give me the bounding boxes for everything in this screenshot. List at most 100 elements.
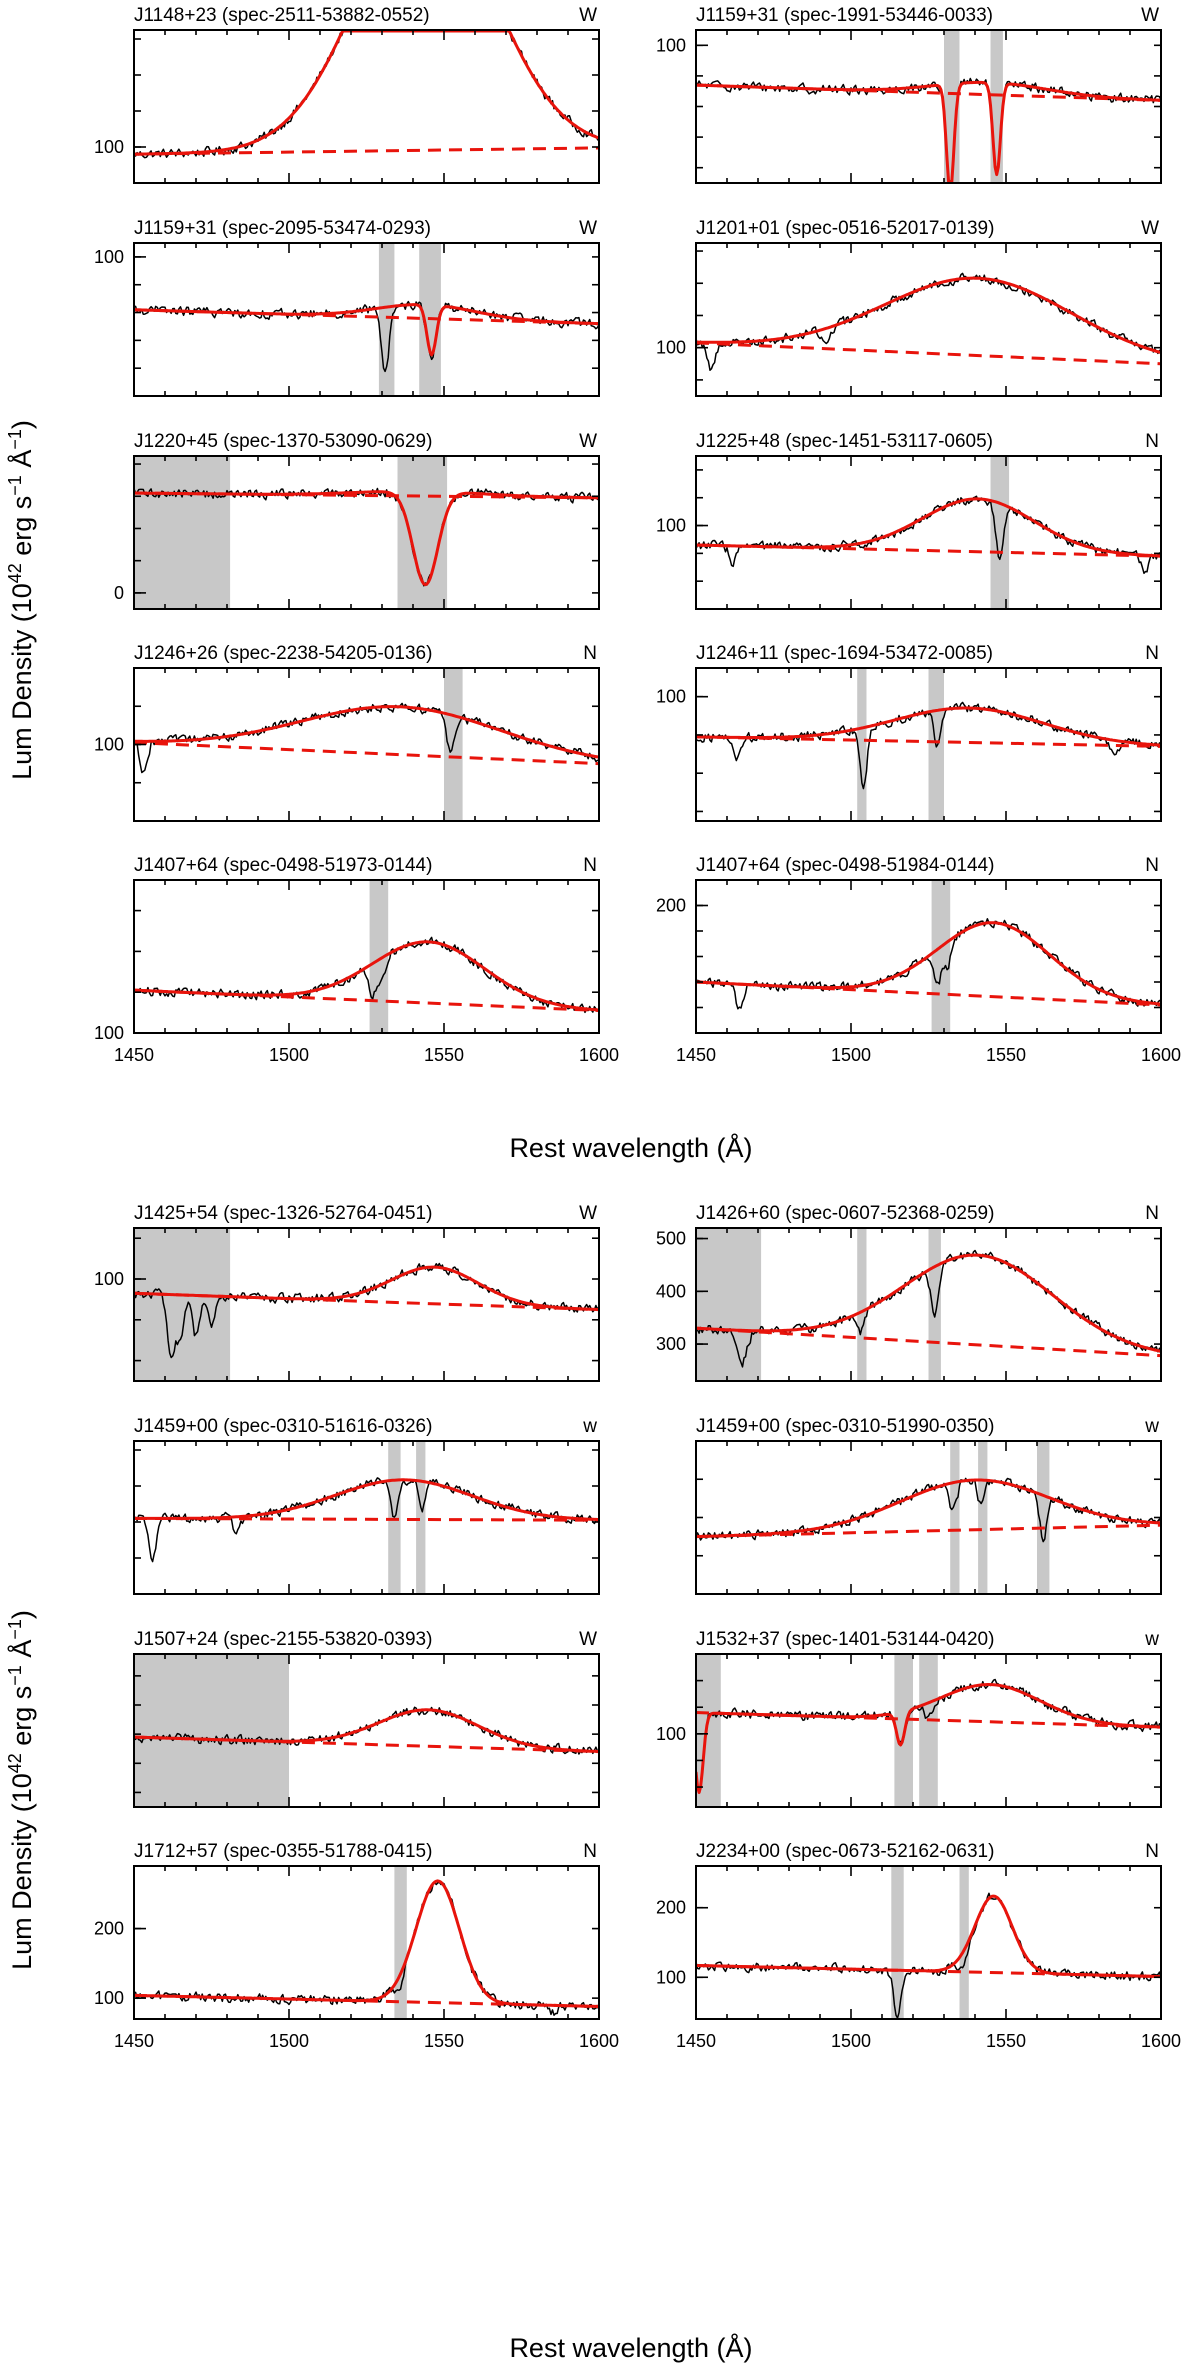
x-tick-label: 1600 xyxy=(1141,2031,1181,2051)
panel-title: J1201+01 (spec-0516-52017-0139) xyxy=(696,218,994,239)
masked-region xyxy=(416,1441,426,1594)
panel-flag: N xyxy=(583,1841,597,1862)
x-tick-label: 1550 xyxy=(424,1045,464,1065)
y-tick-label: 100 xyxy=(94,1269,124,1289)
panel-flag: N xyxy=(583,855,597,876)
y-tick-label: 200 xyxy=(656,1898,686,1918)
continuum-fit xyxy=(134,988,599,1013)
continuum-fit xyxy=(134,146,599,156)
panel-frame xyxy=(133,1865,600,2020)
y-tick-label: 100 xyxy=(656,516,686,536)
x-tick-label: 1550 xyxy=(986,2031,1026,2051)
panel-frame xyxy=(695,1440,1162,1595)
continuum-fit xyxy=(134,1516,599,1522)
panel-frame xyxy=(695,1653,1162,1808)
x-tick-label: 1500 xyxy=(831,2031,871,2051)
model-fit xyxy=(134,1478,599,1521)
masked-region xyxy=(931,880,951,1033)
panel-9: 100 J1407+64 (spec-0498-51973-0144) N 1450 1… xyxy=(94,855,619,1065)
continuum-fit xyxy=(696,980,1161,1007)
masked-region xyxy=(950,1441,960,1594)
panel-title: J1407+64 (spec-0498-51984-0144) xyxy=(696,855,994,876)
x-tick-label: 1500 xyxy=(831,1045,871,1065)
y-tick-label: 100 xyxy=(656,1967,686,1987)
masked-region xyxy=(394,1866,407,2019)
model-fit xyxy=(696,1253,1161,1353)
panel-title: J1712+57 (spec-0355-51788-0415) xyxy=(134,1841,432,1862)
panel-title: J1459+00 (spec-0310-51990-0350) xyxy=(696,1416,994,1437)
model-fit xyxy=(134,940,599,1012)
panel-title: J1532+37 (spec-1401-53144-0420) xyxy=(696,1629,994,1650)
masked-region xyxy=(978,1441,988,1594)
model-fit xyxy=(134,705,599,759)
model-fit xyxy=(696,1683,1161,1794)
x-tick-label: 1500 xyxy=(269,2031,309,2051)
x-tick-label: 1550 xyxy=(424,2031,464,2051)
observed-spectrum xyxy=(696,1892,1161,2019)
panel-title: J1407+64 (spec-0498-51973-0144) xyxy=(134,855,432,876)
panel-frame xyxy=(133,242,600,397)
panel-flag: N xyxy=(1145,431,1159,452)
masked-region xyxy=(134,1654,289,1807)
x-tick-label: 1550 xyxy=(986,1045,1026,1065)
y-tick-label: 100 xyxy=(656,687,686,707)
panel-flag: w xyxy=(1144,1629,1159,1650)
masked-region xyxy=(134,456,231,609)
panel-2: 100 J1159+31 (spec-1991-53446-0033) W xyxy=(656,5,1162,184)
y-tick-label: 500 xyxy=(656,1229,686,1249)
y-tick-label: 100 xyxy=(656,35,686,55)
y-tick-label: 100 xyxy=(656,338,686,358)
panel-18: 100 200 J2234+00 (spec-0673-52162-0631) N 14… xyxy=(656,1841,1181,2051)
continuum-fit xyxy=(134,741,599,766)
y-tick-label: 300 xyxy=(656,1334,686,1354)
y-tick-label: 0 xyxy=(114,583,124,603)
model-fit xyxy=(134,1879,599,2008)
masked-region xyxy=(696,1228,762,1381)
panel-frame xyxy=(133,1440,600,1595)
panel-10: 200 J1407+64 (spec-0498-51984-0144) N 1450 1… xyxy=(656,855,1181,1065)
y-tick-label: 100 xyxy=(656,1724,686,1744)
panel-title: J1246+26 (spec-2238-54205-0136) xyxy=(134,643,432,664)
continuum-fit xyxy=(696,83,1161,102)
model-fit xyxy=(134,303,599,357)
panel-15: J1507+24 (spec-2155-53820-0393) W xyxy=(133,1629,600,1808)
y-tick-label: 100 xyxy=(94,247,124,267)
panel-13: J1459+00 (spec-0310-51616-0326) w xyxy=(133,1416,600,1595)
panel-11: 100 J1425+54 (spec-1326-52764-0451) W xyxy=(94,1203,600,1382)
y-tick-label: 400 xyxy=(656,1281,686,1301)
panel-flag: W xyxy=(579,1203,597,1224)
observed-spectrum xyxy=(696,918,1161,1010)
continuum-fit xyxy=(134,1291,599,1312)
continuum-fit xyxy=(696,1523,1161,1539)
panel-7: 100 J1246+26 (spec-2238-54205-0136) N xyxy=(94,643,600,822)
observed-spectrum xyxy=(134,30,599,159)
panel-frame xyxy=(695,1865,1162,2020)
y-axis-label-bottom: Lum Density (1042 erg s−1 Å−1) xyxy=(5,1610,37,1970)
x-tick-label: 1450 xyxy=(114,1045,154,1065)
x-tick-label: 1600 xyxy=(579,2031,619,2051)
y-axis-label-top: Lum Density (1042 erg s−1 Å−1) xyxy=(5,420,37,780)
panel-flag: N xyxy=(1145,1841,1159,1862)
panel-flag: N xyxy=(1145,855,1159,876)
continuum-fit xyxy=(696,543,1161,558)
masked-region xyxy=(928,1228,941,1381)
panel-title: J1246+11 (spec-1694-53472-0085) xyxy=(696,643,993,664)
model-fit xyxy=(696,1478,1161,1539)
panel-title: J1159+31 (spec-2095-53474-0293) xyxy=(134,218,431,239)
y-tick-label: 200 xyxy=(656,896,686,916)
panel-flag: N xyxy=(583,643,597,664)
y-tick-label: 100 xyxy=(94,735,124,755)
continuum-fit xyxy=(134,1735,599,1754)
panel-flag: N xyxy=(1145,643,1159,664)
y-tick-label: 100 xyxy=(94,1023,124,1043)
x-axis-label-top: Rest wavelength (Å) xyxy=(509,1132,752,1163)
panel-title: J1225+48 (spec-1451-53117-0605) xyxy=(696,431,993,452)
model-fit xyxy=(696,497,1161,558)
continuum-fit xyxy=(696,1711,1161,1729)
panel-14: J1459+00 (spec-0310-51990-0350) w xyxy=(695,1416,1162,1595)
panel-frame xyxy=(695,667,1162,822)
panel-flag: w xyxy=(1144,1416,1159,1437)
y-tick-label: 100 xyxy=(94,1988,124,2008)
panel-title: J1426+60 (spec-0607-52368-0259) xyxy=(696,1203,994,1224)
